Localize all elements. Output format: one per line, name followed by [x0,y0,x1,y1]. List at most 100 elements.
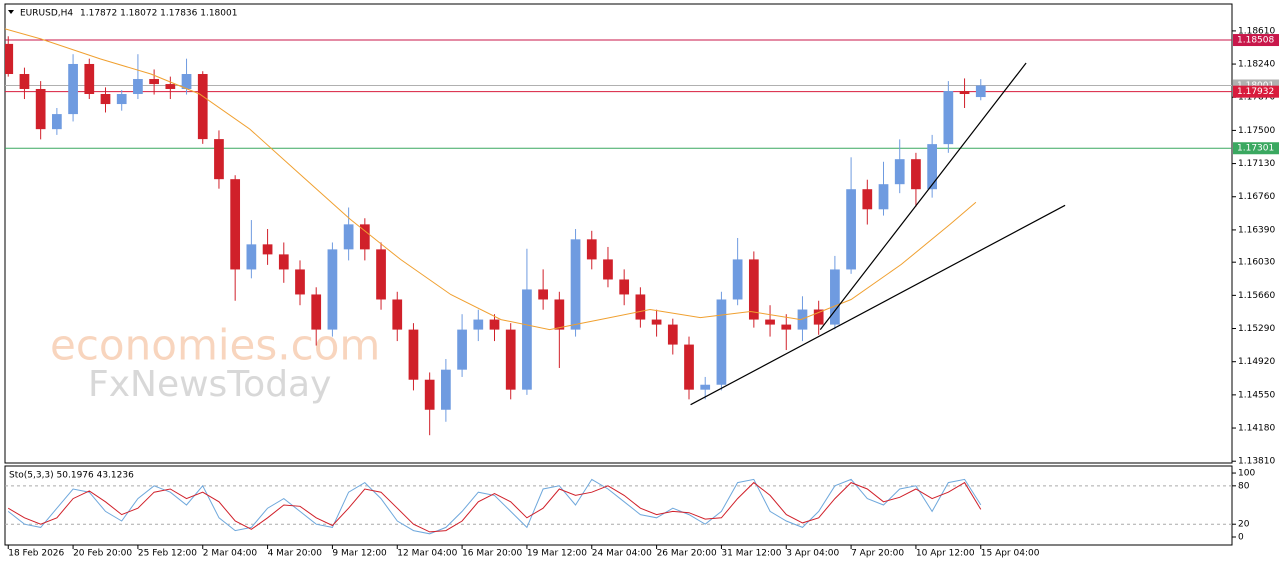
x-tick-label: 10 Apr 12:00 [916,549,975,559]
watermark: FxNewsToday [88,364,331,405]
y-tick-label: 100 [1238,469,1255,479]
x-tick-label: 24 Mar 04:00 [592,549,652,559]
candle-body [441,369,451,410]
y-tick-label: 1.17870 [1238,93,1275,103]
x-tick-label: 16 Mar 20:00 [462,549,522,559]
y-tick-label: 1.14550 [1238,390,1275,400]
candle-body [408,329,419,380]
candle-body [522,289,532,390]
candle-body [116,94,127,105]
candle-body [748,259,759,320]
trendline [819,62,1027,330]
ohlc-label: 1.17872 1.18072 1.17836 1.18001 [80,9,237,19]
candle-body [327,249,338,330]
y-tick-label: 0 [1238,533,1244,543]
candle-body [246,244,257,270]
candle-body [894,159,905,185]
candle-body [457,329,467,370]
stochastic-line [7,478,982,535]
stochastic-plot [5,478,1232,535]
candle-body [797,309,808,330]
candle-body [570,239,581,330]
candle-body [295,269,305,295]
y-tick-label: 1.13810 [1238,457,1275,467]
candle-body [262,244,273,255]
candle-body [165,84,176,89]
candle-body [214,139,224,180]
candle-body [911,159,921,190]
y-tick-label: 1.16760 [1238,192,1275,202]
y-tick-label: 80 [1238,481,1250,491]
y-tick-label: 1.18240 [1238,60,1275,70]
x-tick-label: 31 Mar 12:00 [721,549,781,559]
y-tick-label: 1.18610 [1238,26,1275,36]
candle-body [35,88,46,130]
candle-body [343,224,354,250]
watermark: economies.com [50,321,380,370]
main-plot [5,28,1232,436]
candle-body [149,79,159,85]
candle-body [5,43,14,75]
candle-body [765,319,775,325]
candle-body [862,189,873,210]
stochastic-title: Sto(5,3,3) 50.1976 43.1236 [9,471,134,481]
candle-body [424,379,435,410]
y-tick-label: 1.17130 [1238,159,1275,169]
candle-body [716,299,727,385]
candle-body [489,319,500,330]
candle-body [846,189,856,270]
candle-body [19,74,30,89]
menu-arrow[interactable] [8,10,14,14]
y-tick-label: 1.16030 [1238,258,1275,268]
symbol-label: EURUSD,H4 [20,9,73,19]
candle-body [684,344,694,390]
x-tick-label: 9 Mar 12:00 [332,549,387,559]
y-tick-label: 1.14180 [1238,424,1275,434]
candle-body [68,63,78,115]
x-tick-label: 12 Mar 04:00 [397,549,457,559]
candle-body [538,289,548,300]
x-tick-label: 15 Apr 04:00 [981,549,1040,559]
axes: 1.18610 1.18240 1.17870 1.17500 1.17130 1.167… [7,26,1279,559]
main-pane [4,3,1233,464]
candle-body [975,85,986,98]
candle-body [100,94,111,105]
candle-body [278,254,289,270]
candle-body [651,319,662,325]
candle-body [197,74,208,140]
candle-body [52,114,62,130]
candle-body [586,239,597,260]
x-tick-label: 19 Mar 12:00 [527,549,587,559]
candle-body [813,309,824,325]
y-tick-label: 20 [1238,520,1250,530]
candle-body [667,324,678,345]
candle-body [878,184,889,210]
candle-body [927,144,938,190]
y-tick-label: 1.14920 [1238,357,1275,367]
candle-body [133,79,143,95]
price-line-label: 1.17301 [1237,144,1274,154]
candle-body [781,324,792,330]
x-tick-label: 18 Feb 2026 [8,549,64,559]
y-tick-label: 1.15660 [1238,291,1275,301]
candle-body [959,91,970,95]
price-line-box [1233,85,1279,98]
y-tick-label: 1.17500 [1238,126,1275,136]
x-tick-label: 7 Apr 20:00 [851,549,904,559]
candle-body [181,74,192,89]
candle-body [376,249,386,300]
x-tick-label: 26 Mar 20:00 [657,549,717,559]
stochastic-line [7,481,982,533]
candle-body [603,259,613,280]
candle-body [700,384,711,390]
y-tick-label: 1.16390 [1238,225,1275,235]
candle-body [230,179,241,270]
candle-body [943,91,954,145]
candle-body [311,294,322,330]
candle-body [830,269,840,325]
candle-body [505,329,516,390]
candle-body [473,319,484,330]
x-tick-label: 3 Apr 04:00 [786,549,839,559]
